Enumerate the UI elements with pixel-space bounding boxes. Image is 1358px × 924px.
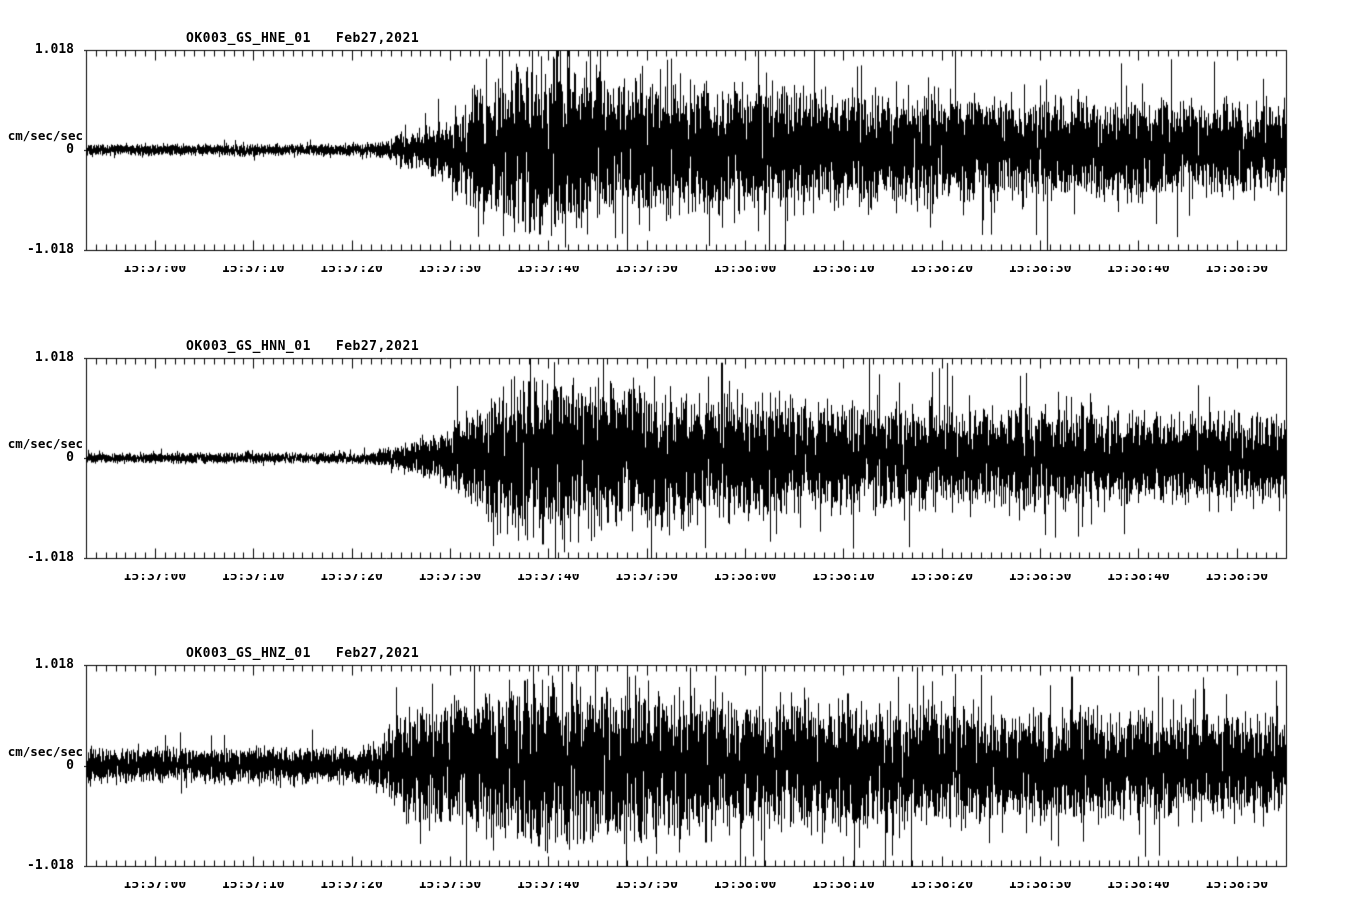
y-tick-label: 1.018 [34, 42, 74, 57]
y-tick-label: -1.018 [27, 242, 74, 257]
waveform-plot-hnz [84, 661, 1292, 882]
y-tick-label: 0 [66, 757, 74, 773]
y-tick-label: -1.018 [27, 550, 74, 565]
y-tick-label: 0 [66, 450, 74, 465]
y-axis-unit-label-hnn: cm/sec/sec [7, 436, 83, 451]
panel-title-hnz: OK003_GS_HNZ_01 Feb27,2021 [186, 646, 420, 661]
panel-title-hne: OK003_GS_HNE_01 Feb27,2021 [186, 31, 420, 46]
waveform-plot-hne [84, 46, 1292, 266]
y-axis-unit-label-hnz: cm/sec/sec [7, 743, 83, 759]
y-tick-label: 0 [66, 142, 74, 157]
y-axis-unit-label-hne: cm/sec/sec [7, 128, 83, 143]
y-tick-label: 1.018 [34, 350, 74, 365]
waveform-plot-hnn [84, 354, 1292, 574]
y-tick-label: -1.018 [27, 858, 74, 873]
y-tick-label: 1.018 [34, 657, 74, 672]
panel-title-hnn: OK003_GS_HNN_01 Feb27,2021 [186, 339, 420, 354]
